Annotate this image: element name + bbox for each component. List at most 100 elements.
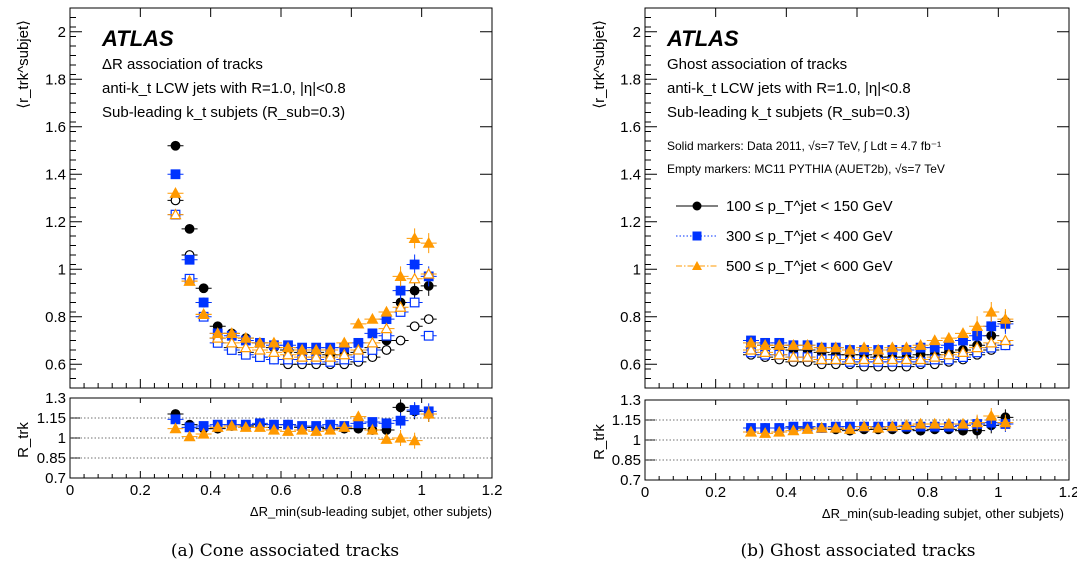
data-point-500-600 — [408, 232, 421, 243]
data-point-500-600 — [914, 339, 927, 350]
mc-point-500-600 — [985, 336, 998, 348]
data-point-300-400 — [184, 254, 195, 265]
data-point-500-600 — [338, 336, 351, 348]
mc-point-500-600 — [310, 350, 323, 362]
ratio-point-500-600 — [815, 421, 828, 433]
series-500-600 — [743, 302, 1014, 365]
ratio-point-500-600 — [971, 416, 984, 428]
mc-point-500-600 — [787, 350, 800, 362]
x-tick-label: 1.2 — [482, 482, 503, 499]
legend-label-100-150: 100 ≤ p_T^jet < 150 GeV — [726, 198, 893, 215]
mc-point-500-600 — [872, 353, 885, 365]
mc-point-500-600 — [408, 272, 421, 284]
data-point-300-400 — [198, 297, 209, 308]
ratio-point-500-600 — [324, 423, 337, 435]
series-300-400 — [167, 169, 437, 367]
data-point-500-600 — [872, 343, 885, 355]
caption: (a) Cone associated tracks — [171, 541, 399, 561]
atlas-label: ATLAS — [666, 26, 739, 51]
mc-point-100-150 — [381, 345, 392, 355]
data-point-500-600 — [211, 327, 224, 338]
data-point-500-600 — [787, 339, 800, 350]
x-tick-label: 1 — [994, 484, 1002, 501]
data-point-500-600 — [310, 343, 323, 355]
data-point-500-600 — [886, 341, 899, 353]
ratio-point-300-400 — [409, 405, 420, 415]
legend-marker-500-600 — [692, 261, 702, 270]
ratio-point-500-600 — [183, 430, 196, 442]
ratio-marks — [167, 399, 437, 449]
data-point-300-400 — [986, 321, 997, 332]
data-point-300-400 — [170, 169, 181, 180]
y-tick-label: 1.2 — [45, 214, 66, 231]
y-tick-label: 1.6 — [620, 119, 641, 136]
x-axis-label: ΔR_min(sub-leading subjet, other subjets… — [250, 504, 492, 519]
y-tick-label: 1.8 — [45, 71, 66, 88]
series-100-150 — [167, 140, 437, 370]
data-point-500-600 — [296, 343, 309, 355]
panel-a-cone-associated: 0 0.2 0.4 0.6 0.8 1 1.2 0.6 0.8 1 1.2 1.4 1.6 1.8 2 0.7… — [15, 7, 503, 561]
legend-label-300-400: 300 ≤ p_T^jet < 400 GeV — [726, 228, 893, 245]
ratio-point-300-400 — [395, 415, 406, 426]
ratio-point-500-600 — [225, 419, 238, 431]
mc-point-500-600 — [239, 341, 252, 353]
data-marks — [167, 140, 437, 370]
ratio-point-500-600 — [310, 425, 323, 436]
data-point-500-600 — [928, 334, 941, 346]
ratio-point-500-600 — [394, 431, 407, 443]
solid-markers-note: Solid markers: Data 2011, √s=7 TeV, ∫ Ld… — [667, 139, 941, 153]
data-point-500-600 — [744, 336, 758, 348]
data-point-500-600 — [773, 339, 786, 350]
ratio-y-tick-label: 1.15 — [37, 410, 66, 427]
x-tick-label: 0.4 — [200, 482, 221, 499]
data-point-500-600 — [380, 305, 393, 317]
data-point-300-400 — [367, 328, 378, 339]
data-point-500-600 — [394, 270, 407, 281]
ratio-point-500-600 — [956, 417, 970, 429]
ratio-point-500-600 — [352, 410, 365, 422]
mc-point-500-600 — [999, 334, 1012, 346]
mc-point-500-600 — [422, 267, 435, 279]
y-tick-label: 1 — [633, 261, 641, 278]
ratio-point-500-600 — [900, 419, 913, 430]
mc-point-500-600 — [971, 341, 984, 353]
x-tick-label: 0.2 — [705, 484, 726, 501]
y-tick-label: 2 — [633, 24, 641, 41]
mc-point-500-600 — [296, 350, 309, 362]
ratio-point-500-600 — [282, 425, 295, 436]
y-tick-label: 1.4 — [45, 166, 66, 183]
ratio-point-500-600 — [408, 434, 421, 446]
data-point-500-600 — [197, 308, 210, 319]
data-point-500-600 — [324, 343, 337, 355]
ratio-point-500-600 — [366, 423, 379, 435]
mc-point-500-600 — [956, 346, 970, 357]
ratio-y-tick-label: 1.3 — [620, 392, 641, 409]
ratio-point-100-150 — [395, 402, 406, 413]
data-point-100-150 — [184, 223, 195, 234]
ratio-point-500-600 — [759, 427, 772, 438]
data-point-500-600 — [900, 341, 913, 353]
data-point-500-600 — [253, 336, 266, 348]
mc-point-500-600 — [829, 353, 842, 365]
data-point-500-600 — [225, 327, 238, 338]
mc-point-100-150 — [423, 314, 434, 325]
info-line-2: anti-k_t LCW jets with R=1.0, |η|<0.8 — [667, 80, 911, 97]
series-500-600 — [167, 187, 437, 362]
ratio-point-500-600 — [267, 423, 280, 435]
data-point-500-600 — [282, 341, 295, 353]
x-tick-label: 0.6 — [847, 484, 868, 501]
ratio-y-axis-label: R_trk — [15, 422, 32, 458]
data-point-500-600 — [829, 341, 842, 353]
ratio-y-tick-label: 0.7 — [45, 470, 66, 487]
ratio-point-500-600 — [296, 423, 309, 435]
data-point-500-600 — [942, 331, 955, 343]
ratio-series-500-600 — [743, 408, 1014, 438]
mc-point-500-600 — [759, 346, 772, 357]
mc-point-500-600 — [324, 350, 337, 362]
legend-marker-100-150 — [692, 201, 702, 211]
legend: 100 ≤ p_T^jet < 150 GeV 300 ≤ p_T^jet < … — [676, 198, 893, 275]
ratio-point-300-400 — [381, 418, 392, 429]
data-point-300-400 — [409, 259, 420, 270]
y-tick-label: 0.8 — [620, 309, 641, 326]
